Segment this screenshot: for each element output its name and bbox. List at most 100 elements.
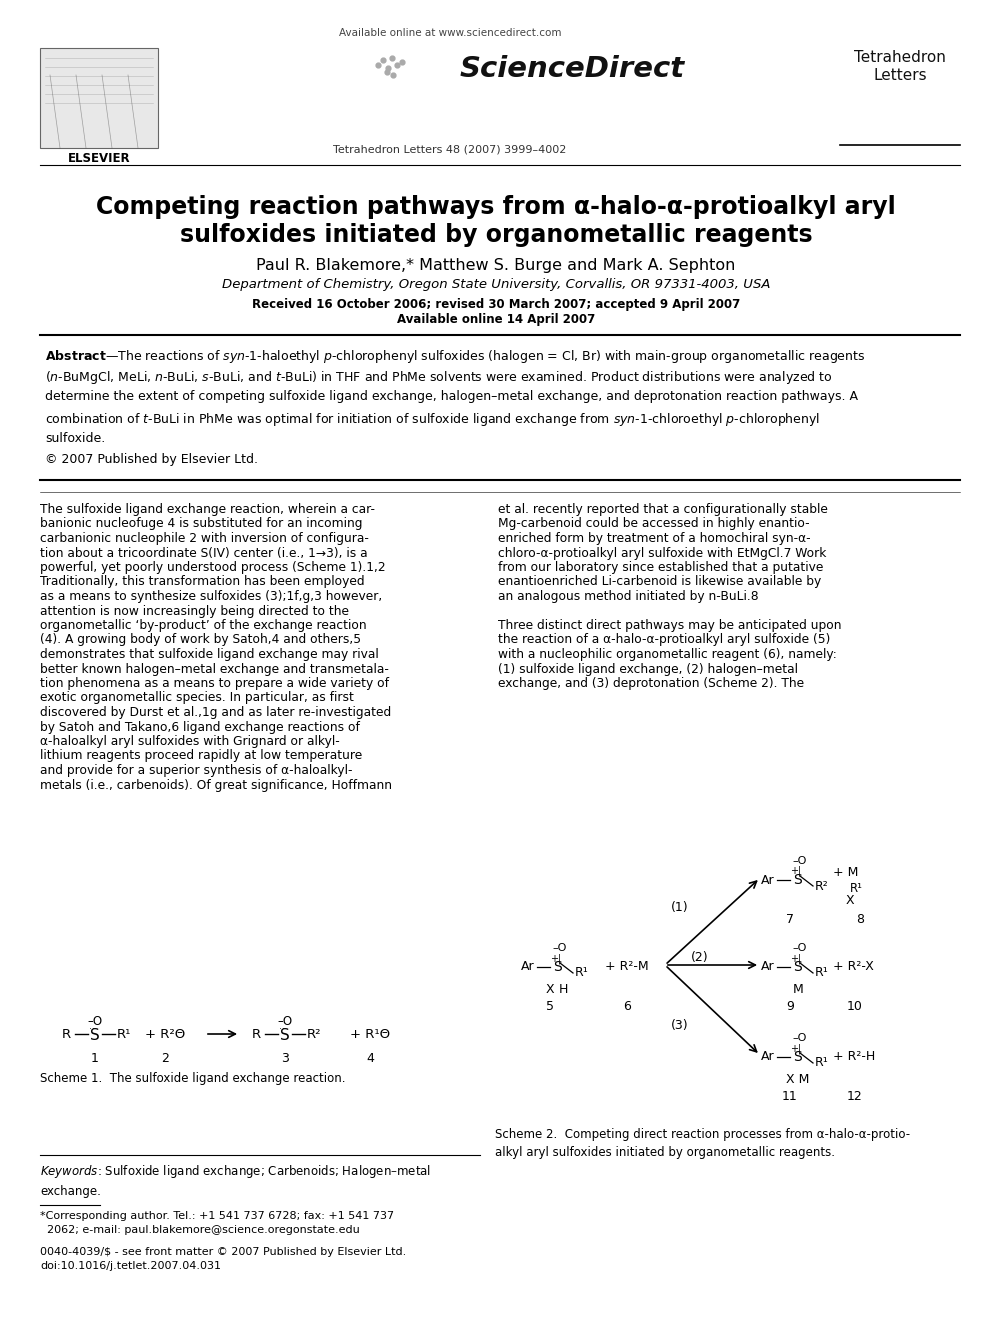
Text: Ar: Ar	[762, 1050, 775, 1064]
Text: R¹: R¹	[117, 1028, 131, 1040]
Text: + R²-H: + R²-H	[833, 1050, 875, 1064]
Text: R: R	[62, 1028, 71, 1040]
Text: Ar: Ar	[522, 960, 535, 974]
Text: © 2007 Published by Elsevier Ltd.: © 2007 Published by Elsevier Ltd.	[45, 452, 258, 466]
Text: R²: R²	[815, 880, 828, 893]
FancyBboxPatch shape	[40, 48, 158, 148]
Text: 0040-4039/$ - see front matter © 2007 Published by Elsevier Ltd.
doi:10.1016/j.t: 0040-4039/$ - see front matter © 2007 Pu…	[40, 1248, 407, 1271]
Text: 10: 10	[847, 1000, 863, 1013]
Text: –O: –O	[793, 856, 807, 867]
Text: exotic organometallic species. In particular, as first: exotic organometallic species. In partic…	[40, 692, 354, 705]
Text: Ar: Ar	[762, 960, 775, 974]
Text: + M: + M	[833, 867, 858, 880]
Text: Department of Chemistry, Oregon State University, Corvallis, OR 97331-4003, USA: Department of Chemistry, Oregon State Un…	[222, 278, 770, 291]
Text: S: S	[794, 960, 803, 974]
Text: –O: –O	[793, 1033, 807, 1043]
Text: chloro-α-protioalkyl aryl sulfoxide with EtMgCl.7 Work: chloro-α-protioalkyl aryl sulfoxide with…	[498, 546, 826, 560]
Text: S: S	[794, 873, 803, 886]
Text: S: S	[794, 1050, 803, 1064]
Text: R¹: R¹	[815, 967, 828, 979]
Text: tion phenomena as a means to prepare a wide variety of: tion phenomena as a means to prepare a w…	[40, 677, 389, 691]
Text: 7: 7	[786, 913, 794, 926]
Text: R¹: R¹	[575, 967, 588, 979]
Text: 4: 4	[366, 1052, 374, 1065]
Text: +|: +|	[791, 953, 802, 963]
Text: enantioenriched Li-carbenoid is likewise available by: enantioenriched Li-carbenoid is likewise…	[498, 576, 821, 589]
Text: 12: 12	[847, 1090, 863, 1103]
Text: S: S	[280, 1028, 290, 1043]
Text: –O: –O	[278, 1015, 293, 1028]
Text: 2: 2	[161, 1052, 169, 1065]
Text: (3): (3)	[672, 1019, 688, 1032]
Text: + R¹Θ: + R¹Θ	[350, 1028, 390, 1040]
Text: Scheme 2.  Competing direct reaction processes from α-halo-α-protio-
alkyl aryl : Scheme 2. Competing direct reaction proc…	[495, 1129, 910, 1159]
Text: $\it{Keywords}$: Sulfoxide ligand exchange; Carbenoids; Halogen–metal
exchange.: $\it{Keywords}$: Sulfoxide ligand exchan…	[40, 1163, 432, 1199]
Text: $\bf{Abstract}$—The reactions of $\it{syn}$-1-haloethyl $\it{p}$-chlorophenyl su: $\bf{Abstract}$—The reactions of $\it{sy…	[45, 348, 865, 365]
Text: as a means to synthesize sulfoxides (3);1f,g,3 however,: as a means to synthesize sulfoxides (3);…	[40, 590, 382, 603]
Text: enriched form by treatment of a homochiral syn-α-: enriched form by treatment of a homochir…	[498, 532, 810, 545]
Text: sulfoxides initiated by organometallic reagents: sulfoxides initiated by organometallic r…	[180, 224, 812, 247]
Text: exchange, and (3) deprotonation (Scheme 2). The: exchange, and (3) deprotonation (Scheme …	[498, 677, 805, 691]
Text: + R²-M: + R²-M	[605, 960, 649, 974]
Text: from our laboratory since established that a putative: from our laboratory since established th…	[498, 561, 823, 574]
Text: Available online 14 April 2007: Available online 14 April 2007	[397, 314, 595, 325]
Text: –O: –O	[87, 1015, 102, 1028]
Text: –O: –O	[793, 943, 807, 953]
Text: Three distinct direct pathways may be anticipated upon: Three distinct direct pathways may be an…	[498, 619, 841, 632]
Text: (1) sulfoxide ligand exchange, (2) halogen–metal: (1) sulfoxide ligand exchange, (2) halog…	[498, 663, 798, 676]
Text: X: X	[546, 983, 555, 996]
Text: with a nucleophilic organometallic reagent (6), namely:: with a nucleophilic organometallic reage…	[498, 648, 836, 662]
Text: Paul R. Blakemore,* Matthew S. Burge and Mark A. Sephton: Paul R. Blakemore,* Matthew S. Burge and…	[256, 258, 736, 273]
Text: sulfoxide.: sulfoxide.	[45, 433, 105, 445]
Text: 3: 3	[281, 1052, 289, 1065]
Text: et al. recently reported that a configurationally stable: et al. recently reported that a configur…	[498, 503, 828, 516]
Text: R: R	[252, 1028, 261, 1040]
Text: attention is now increasingly being directed to the: attention is now increasingly being dire…	[40, 605, 349, 618]
Text: discovered by Durst et al.,1g and as later re-investigated: discovered by Durst et al.,1g and as lat…	[40, 706, 391, 718]
Text: better known halogen–metal exchange and transmetala-: better known halogen–metal exchange and …	[40, 663, 389, 676]
Text: + R²Θ: + R²Θ	[145, 1028, 186, 1040]
Text: The sulfoxide ligand exchange reaction, wherein a car-: The sulfoxide ligand exchange reaction, …	[40, 503, 375, 516]
Text: R¹: R¹	[815, 1057, 828, 1069]
Text: +|: +|	[791, 1043, 802, 1053]
Text: X: X	[846, 893, 854, 906]
Text: and provide for a superior synthesis of α-haloalkyl-: and provide for a superior synthesis of …	[40, 763, 352, 777]
Text: powerful, yet poorly understood process (Scheme 1).1,2: powerful, yet poorly understood process …	[40, 561, 386, 574]
Text: Received 16 October 2006; revised 30 March 2007; accepted 9 April 2007: Received 16 October 2006; revised 30 Mar…	[252, 298, 740, 311]
Text: 6: 6	[623, 1000, 631, 1013]
Text: (2): (2)	[691, 951, 709, 964]
Text: –O: –O	[553, 943, 567, 953]
Text: Available online at www.sciencedirect.com: Available online at www.sciencedirect.co…	[338, 28, 561, 38]
Text: 5: 5	[546, 1000, 554, 1013]
Text: S: S	[554, 960, 562, 974]
Text: 1: 1	[91, 1052, 99, 1065]
Text: ··: ··	[89, 1024, 95, 1035]
Text: an analogous method initiated by n-BuLi.8: an analogous method initiated by n-BuLi.…	[498, 590, 759, 603]
Text: the reaction of a α-halo-α-protioalkyl aryl sulfoxide (5): the reaction of a α-halo-α-protioalkyl a…	[498, 634, 830, 647]
Text: banionic nucleofuge 4 is substituted for an incoming: banionic nucleofuge 4 is substituted for…	[40, 517, 362, 531]
Text: Letters: Letters	[873, 67, 927, 83]
Text: determine the extent of competing sulfoxide ligand exchange, halogen–metal excha: determine the extent of competing sulfox…	[45, 390, 858, 404]
Text: Mg-carbenoid could be accessed in highly enantio-: Mg-carbenoid could be accessed in highly…	[498, 517, 809, 531]
Text: Ar: Ar	[762, 873, 775, 886]
Text: ($\it{n}$-BuMgCl, MeLi, $\it{n}$-BuLi, $\it{s}$-BuLi, and $\it{t}$-BuLi) in THF : ($\it{n}$-BuMgCl, MeLi, $\it{n}$-BuLi, $…	[45, 369, 832, 386]
Text: (4). A growing body of work by Satoh,4 and others,5: (4). A growing body of work by Satoh,4 a…	[40, 634, 361, 647]
Text: +|: +|	[791, 867, 802, 877]
Text: 8: 8	[856, 913, 864, 926]
Text: 9: 9	[786, 1000, 794, 1013]
Text: R¹: R¹	[850, 881, 863, 894]
Text: carbanionic nucleophile 2 with inversion of configura-: carbanionic nucleophile 2 with inversion…	[40, 532, 369, 545]
Text: +|: +|	[551, 953, 561, 963]
Text: + R²-X: + R²-X	[833, 960, 874, 974]
Text: combination of $\it{t}$-BuLi in PhMe was optimal for initiation of sulfoxide lig: combination of $\it{t}$-BuLi in PhMe was…	[45, 411, 820, 429]
Text: by Satoh and Takano,6 ligand exchange reactions of: by Satoh and Takano,6 ligand exchange re…	[40, 721, 360, 733]
Text: tion about a tricoordinate S(IV) center (i.e., 1→3), is a: tion about a tricoordinate S(IV) center …	[40, 546, 368, 560]
Text: demonstrates that sulfoxide ligand exchange may rival: demonstrates that sulfoxide ligand excha…	[40, 648, 379, 662]
Text: H: H	[558, 983, 567, 996]
Text: metals (i.e., carbenoids). Of great significance, Hoffmann: metals (i.e., carbenoids). Of great sign…	[40, 778, 392, 791]
Text: Tetrahedron: Tetrahedron	[854, 50, 946, 65]
Text: X M: X M	[787, 1073, 809, 1086]
Text: ··: ··	[279, 1024, 285, 1035]
Text: S: S	[90, 1028, 100, 1043]
Text: Scheme 1.  The sulfoxide ligand exchange reaction.: Scheme 1. The sulfoxide ligand exchange …	[40, 1072, 345, 1085]
